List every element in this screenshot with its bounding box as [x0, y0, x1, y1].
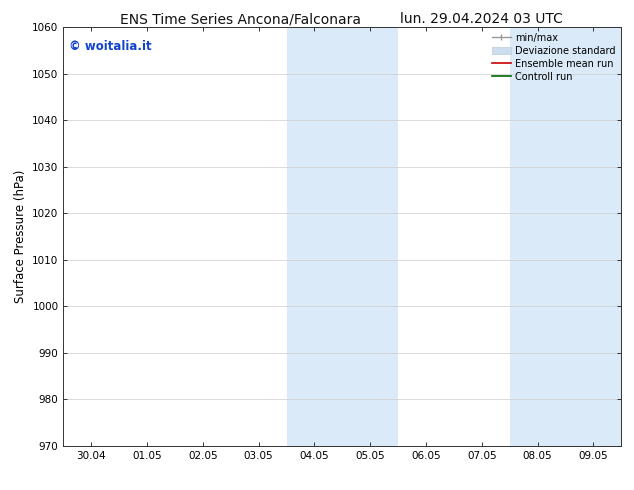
Text: lun. 29.04.2024 03 UTC: lun. 29.04.2024 03 UTC	[401, 12, 563, 26]
Bar	[287, 27, 398, 446]
Text: ENS Time Series Ancona/Falconara: ENS Time Series Ancona/Falconara	[120, 12, 361, 26]
Y-axis label: Surface Pressure (hPa): Surface Pressure (hPa)	[14, 170, 27, 303]
Bar	[510, 27, 621, 446]
Text: © woitalia.it: © woitalia.it	[69, 40, 152, 52]
Legend: min/max, Deviazione standard, Ensemble mean run, Controll run: min/max, Deviazione standard, Ensemble m…	[488, 29, 619, 85]
